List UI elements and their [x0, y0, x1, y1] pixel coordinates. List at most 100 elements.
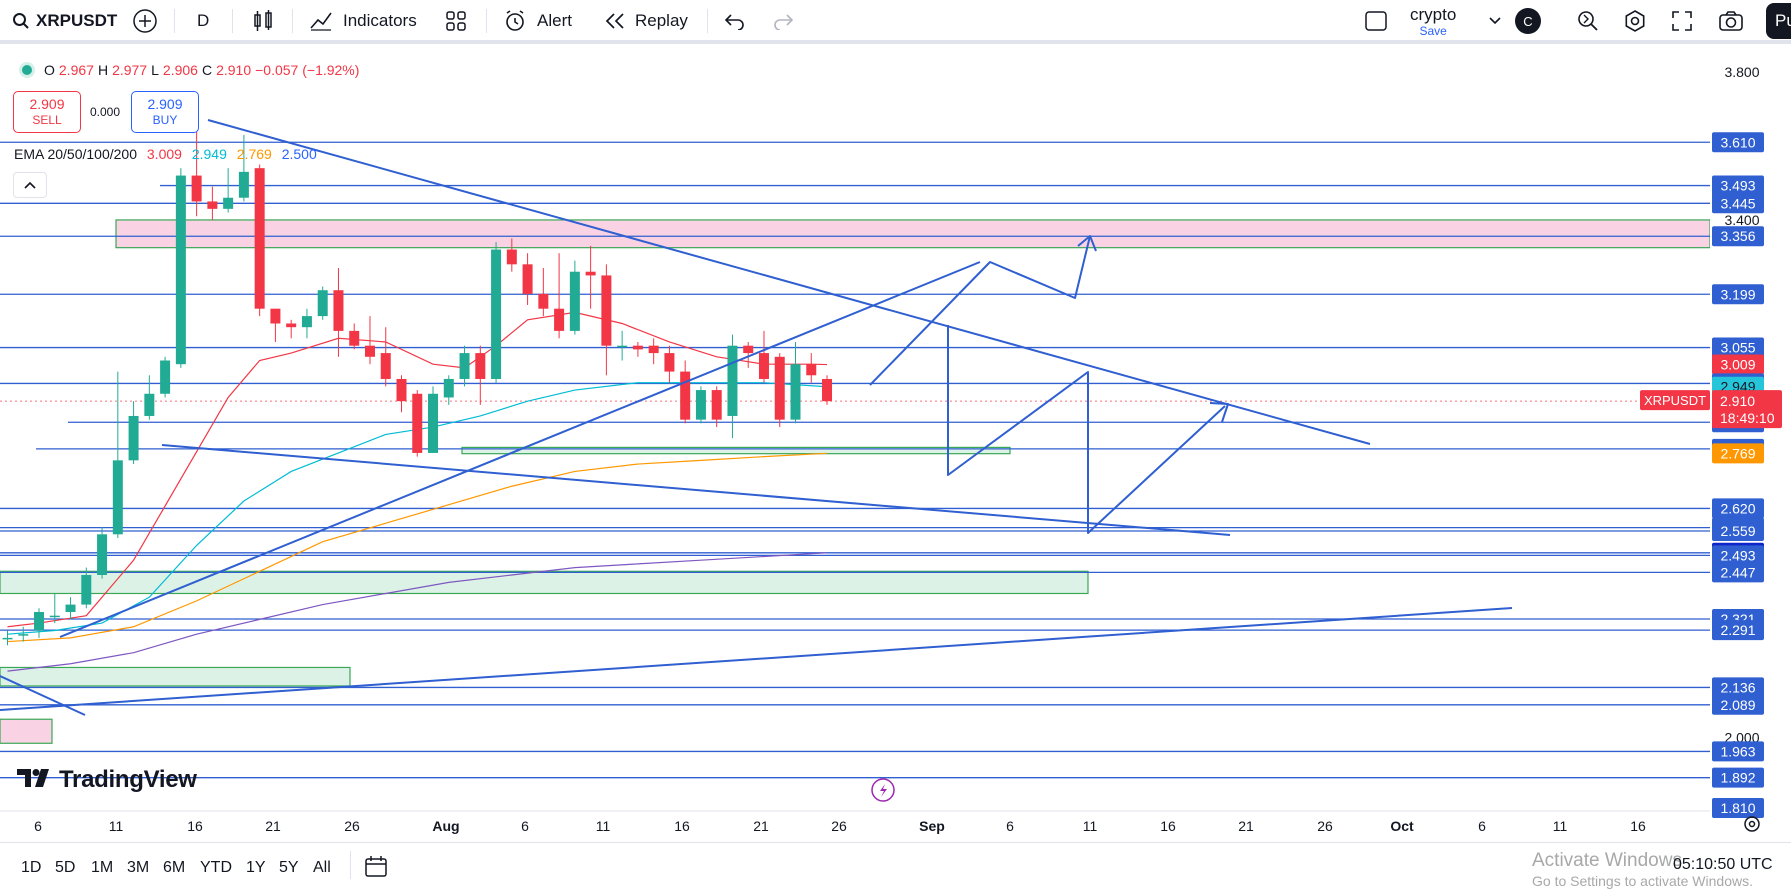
ema-legend[interactable]: EMA 20/50/100/200 3.009 2.949 2.769 2.50…	[14, 146, 317, 162]
price-label[interactable]: 3.610	[1712, 132, 1764, 153]
zone-0[interactable]	[115, 219, 1711, 249]
fullscreen-button[interactable]	[1671, 0, 1693, 42]
descending-trendline-upper[interactable]	[207, 119, 1371, 445]
range-3m-button[interactable]: 3M	[127, 859, 150, 876]
time-axis-tick: 6	[521, 818, 529, 834]
price-label[interactable]: 1.892	[1712, 767, 1764, 788]
candle	[112, 371, 123, 539]
axis-settings-icon[interactable]	[1744, 816, 1760, 832]
price-label[interactable]: 2.493	[1712, 545, 1764, 566]
candle	[459, 345, 470, 387]
price-label[interactable]: 2.620	[1712, 498, 1764, 519]
candle	[790, 341, 801, 424]
quick-search-button[interactable]	[1576, 0, 1600, 42]
range-all-button[interactable]: All	[313, 859, 331, 876]
replay-button[interactable]: Replay	[604, 0, 688, 42]
events-icon[interactable]	[871, 778, 895, 802]
candle	[333, 268, 344, 357]
candle-body	[632, 345, 643, 350]
publish-button[interactable]: Pu	[1766, 3, 1791, 39]
zone-2[interactable]	[461, 446, 1011, 455]
price-label[interactable]: 2.447	[1712, 562, 1764, 583]
indicators-button[interactable]: Indicators	[309, 0, 417, 42]
price-label[interactable]: 2.136	[1712, 677, 1764, 698]
range-1m-button[interactable]: 1M	[91, 859, 114, 876]
candle-body	[695, 390, 706, 420]
candle-body	[333, 290, 344, 331]
avatar: C	[1515, 8, 1541, 34]
price-label[interactable]: 3.493	[1712, 175, 1764, 196]
market-status-dot[interactable]	[22, 65, 32, 75]
projection-path-up[interactable]	[869, 235, 1091, 386]
zone-4[interactable]	[0, 666, 351, 687]
range-5y-button[interactable]: 5Y	[279, 859, 299, 876]
redo-button[interactable]	[772, 0, 794, 42]
price-label-text: 1.810	[1720, 800, 1755, 816]
candle	[569, 260, 580, 335]
account-button[interactable]: C	[1515, 0, 1541, 42]
candle	[617, 330, 628, 361]
candle-body	[349, 330, 360, 346]
range-6m-button[interactable]: 6M	[163, 859, 186, 876]
buy-button[interactable]: 2.909 BUY	[131, 91, 199, 133]
sell-button[interactable]: 2.909 SELL	[13, 91, 81, 133]
projection-path-zigzag[interactable]	[947, 325, 1226, 534]
candle	[585, 245, 596, 309]
price-label[interactable]: 2.769	[1712, 443, 1764, 464]
ascending-trendline-rising[interactable]	[59, 261, 981, 638]
price-label-text: 2.136	[1720, 679, 1755, 695]
ascending-trendline-long[interactable]	[0, 607, 1513, 711]
price-label[interactable]: 1.963	[1712, 741, 1764, 762]
candle-body	[412, 393, 423, 453]
candle	[443, 375, 454, 405]
projection-arrow-head[interactable]	[1077, 235, 1097, 252]
range-5d-button[interactable]: 5D	[55, 859, 76, 876]
utc-clock[interactable]: 05:10:50 UTC	[1673, 856, 1773, 873]
chart-canvas[interactable]: 3.8003.4002.0003.6103.4933.4453.3563.199…	[0, 0, 1791, 842]
descending-trendline-lower[interactable]	[161, 444, 1231, 536]
goto-date-button[interactable]	[364, 855, 388, 884]
layout-toggle-button[interactable]	[1364, 0, 1388, 42]
symbol-search[interactable]: XRPUSDT	[12, 0, 117, 42]
price-label-box	[1712, 767, 1764, 788]
range-1d-button[interactable]: 1D	[21, 859, 42, 876]
alert-button[interactable]: Alert	[503, 0, 572, 42]
range-1y-button[interactable]: 1Y	[246, 859, 266, 876]
projection-arrow-head-2[interactable]	[1209, 402, 1229, 423]
snapshot-button[interactable]	[1718, 0, 1744, 42]
range-ytd-button[interactable]: YTD	[200, 859, 232, 876]
interval-button[interactable]: D	[197, 0, 209, 42]
price-label[interactable]: 3.445	[1712, 193, 1764, 214]
candle	[223, 168, 234, 213]
horizontal-lines-layer	[0, 141, 1710, 779]
candle-body	[506, 249, 517, 265]
price-label[interactable]: 3.199	[1712, 284, 1764, 305]
price-label[interactable]: 3.055	[1712, 337, 1764, 358]
price-label-box	[1712, 337, 1764, 358]
compare-symbol-button[interactable]	[132, 0, 158, 42]
price-label[interactable]: 2.089	[1712, 694, 1764, 715]
chart-type-button[interactable]	[252, 0, 274, 42]
layout-menu-button[interactable]	[1488, 0, 1502, 42]
alarm-clock-icon	[503, 9, 527, 33]
candle	[286, 319, 297, 339]
templates-button[interactable]	[445, 0, 467, 42]
short-trendline[interactable]	[0, 675, 86, 716]
grid-icon	[445, 10, 467, 32]
zoom-search-icon	[1576, 9, 1600, 33]
undo-button[interactable]	[724, 0, 746, 42]
layout-name-button[interactable]: crypto Save	[1410, 0, 1456, 42]
settings-button[interactable]	[1623, 0, 1647, 42]
candle-body	[585, 271, 596, 276]
price-label[interactable]: 2.559	[1712, 520, 1764, 541]
collapse-legend-button[interactable]	[13, 172, 47, 198]
candle-body	[286, 323, 297, 328]
price-label[interactable]: 3.356	[1712, 226, 1764, 247]
zone-1[interactable]	[0, 718, 53, 744]
price-label[interactable]: 2.291	[1712, 620, 1764, 641]
candle-body	[191, 175, 202, 202]
price-label[interactable]: 1.810	[1712, 798, 1764, 818]
price-label[interactable]: 3.009	[1712, 354, 1764, 375]
price-label-box	[1712, 620, 1764, 641]
